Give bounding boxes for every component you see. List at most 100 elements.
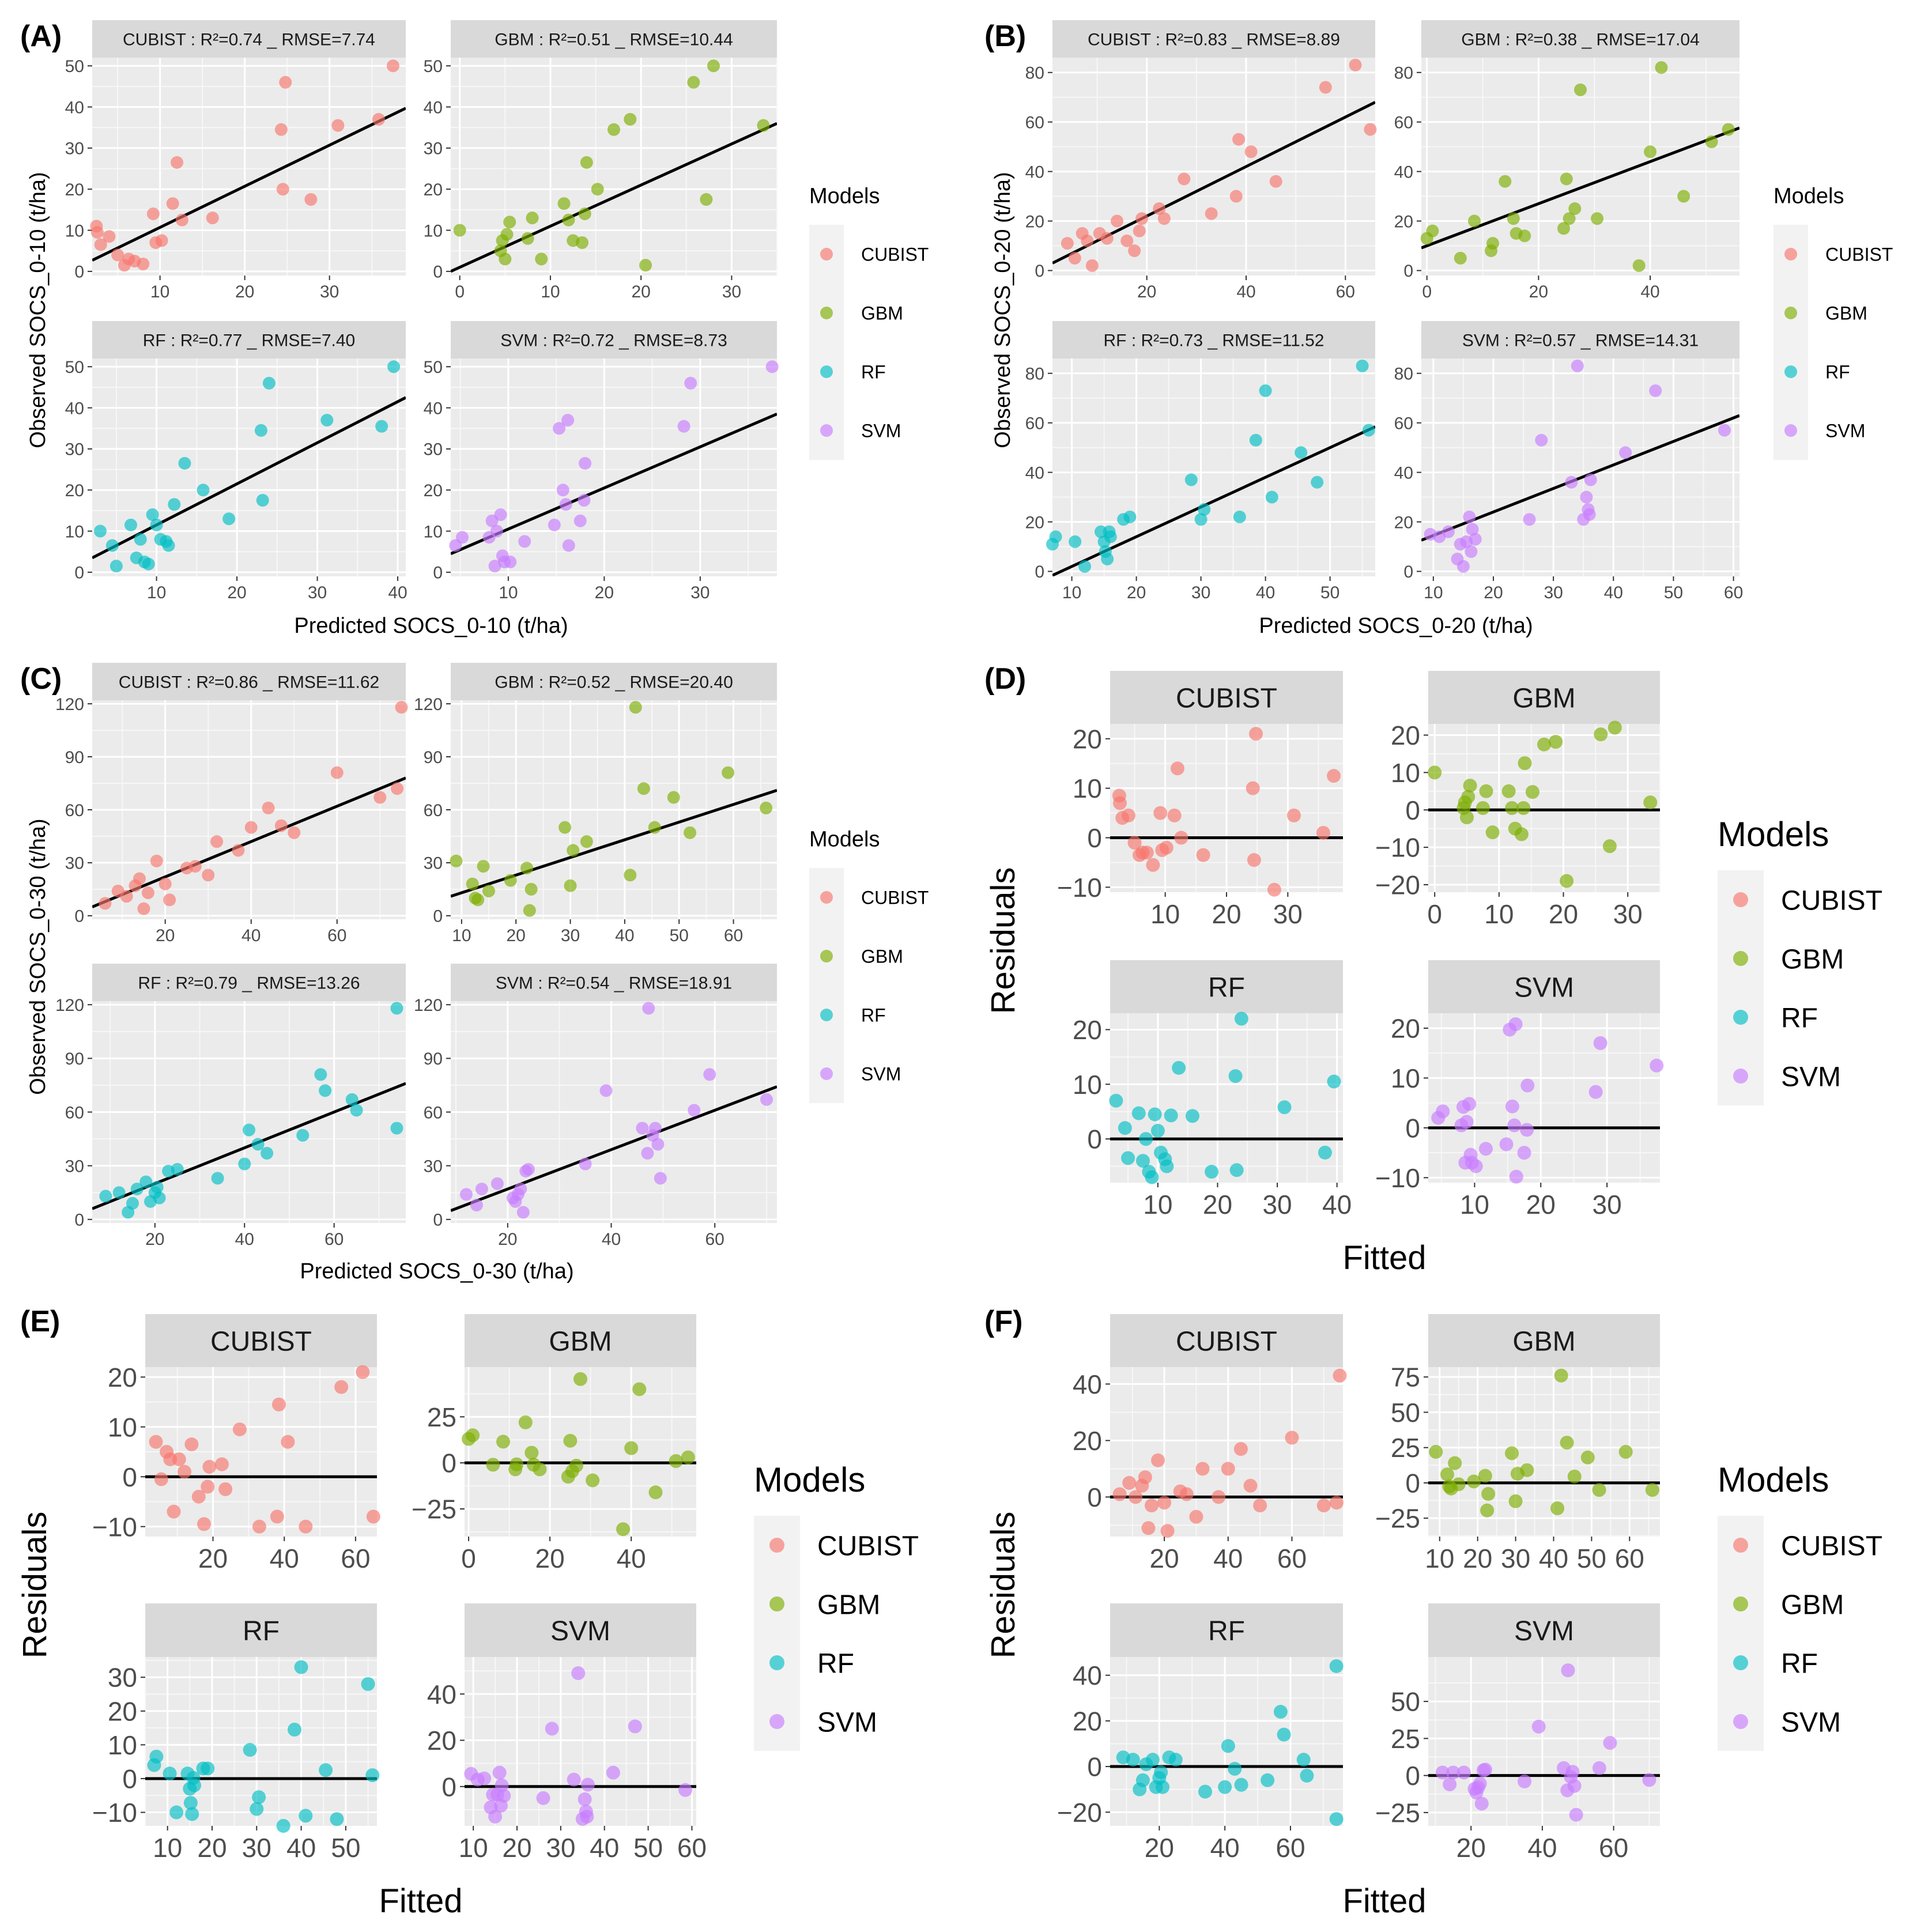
y-tick-label: −25 [1375,1504,1420,1534]
data-point [243,1743,257,1757]
data-point [453,224,466,237]
data-point [1194,513,1208,526]
fit-line [92,776,406,908]
data-point [1583,508,1596,521]
x-tick-label: 10 [1425,1543,1454,1573]
y-tick-label: 0 [433,263,443,282]
panel-label: (F) [984,1305,1022,1338]
data-point [1580,490,1593,504]
x-tick-label: 30 [308,583,327,602]
data-point [1172,1060,1186,1075]
data-point [1602,839,1617,854]
legend-label: GBM [817,1590,880,1620]
y-axis-title: Observed SOCS_0-20 (t/ha) [991,172,1015,448]
data-point [163,893,176,907]
data-point [261,1146,274,1160]
y-tick-label: 50 [65,358,84,377]
data-point [470,1198,483,1211]
y-axis-title: Residuals [16,1512,54,1659]
data-point [232,844,245,857]
data-point [475,1183,488,1196]
legend-label: SVM [861,1064,901,1085]
data-point [1244,145,1258,158]
x-tick-label: 20 [145,1230,164,1249]
data-point [1356,359,1369,372]
data-point [1269,175,1282,188]
data-point [1170,761,1184,776]
data-point [1126,1753,1140,1767]
x-tick-label: 50 [670,926,689,945]
x-tick-label: 40 [615,926,634,945]
x-tick-label: 50 [331,1833,360,1863]
facet-title: CUBIST [1176,683,1277,714]
facet-rf: RF : R²=0.73 _ RMSE=11.52 10 20 30 40 50 0 20 40… [1025,321,1375,602]
data-point [172,1452,186,1466]
data-point [637,782,650,795]
data-point [271,1397,286,1411]
data-point [1100,232,1114,245]
data-point [496,1435,510,1449]
data-point [153,1191,166,1205]
data-point [516,1206,530,1219]
data-point [330,766,344,779]
facet-strip [1428,1314,1660,1367]
y-tick-label: −20 [1375,870,1420,900]
y-tick-label: 50 [424,57,443,76]
data-point [1205,207,1218,220]
y-tick-label: 30 [65,139,84,158]
data-point [1517,1774,1531,1788]
data-point [523,904,536,917]
data-point [1580,1450,1595,1464]
data-point [252,1519,266,1534]
x-tick-label: 40 [1256,583,1275,602]
legend-label: CUBIST [1781,885,1882,916]
data-point [1520,1463,1534,1477]
data-point [1463,779,1477,793]
data-point [274,819,288,832]
x-tick-label: 40 [1527,1833,1557,1863]
x-tick-label: 50 [633,1833,663,1863]
data-point [191,1489,206,1504]
data-point [564,879,577,892]
data-point [386,59,399,73]
data-point [1550,1501,1565,1515]
data-point [533,1462,547,1477]
data-point [304,193,318,206]
data-point [1218,1780,1232,1794]
data-point [1443,1777,1457,1792]
data-point [167,1504,181,1519]
x-tick-label: 0 [461,1543,476,1573]
data-point [1081,234,1094,247]
data-point [1159,840,1173,855]
x-tick-label: 60 [705,1230,724,1249]
data-point [1157,212,1171,225]
x-axis-title: Fitted [1342,1882,1426,1920]
data-point [93,524,107,538]
facet-strip [451,663,777,700]
data-point [296,1128,310,1142]
y-tick-label: 20 [424,481,443,500]
facet-title: RF : R²=0.73 _ RMSE=11.52 [1104,331,1325,350]
data-point [562,539,575,552]
data-point [1178,172,1191,186]
data-point [1454,251,1467,265]
legend-label: RF [861,362,886,383]
data-point [1160,1159,1174,1173]
data-point [150,854,163,867]
y-tick-label: 20 [1394,212,1413,231]
facet-cubist: CUBIST : R²=0.74 _ RMSE=7.74 10 20 30 0 10 20 3… [65,20,406,301]
data-point [1603,1736,1617,1750]
data-point [1428,765,1442,780]
y-tick-label: 75 [1391,1362,1420,1392]
panel-b: (B) CUBIST : R²=0.83 _ RMSE=8.89 20 40 60 0 20… [984,20,1893,638]
legend-key-gbm [820,307,833,319]
data-point [669,1454,683,1468]
data-point [1221,1739,1235,1753]
legend-key-svm [1733,1714,1748,1729]
data-point [197,1517,212,1531]
facet-title: GBM [549,1326,612,1357]
data-point [1311,475,1324,489]
x-tick-label: 20 [227,583,246,602]
x-tick-label: 0 [1422,282,1432,301]
